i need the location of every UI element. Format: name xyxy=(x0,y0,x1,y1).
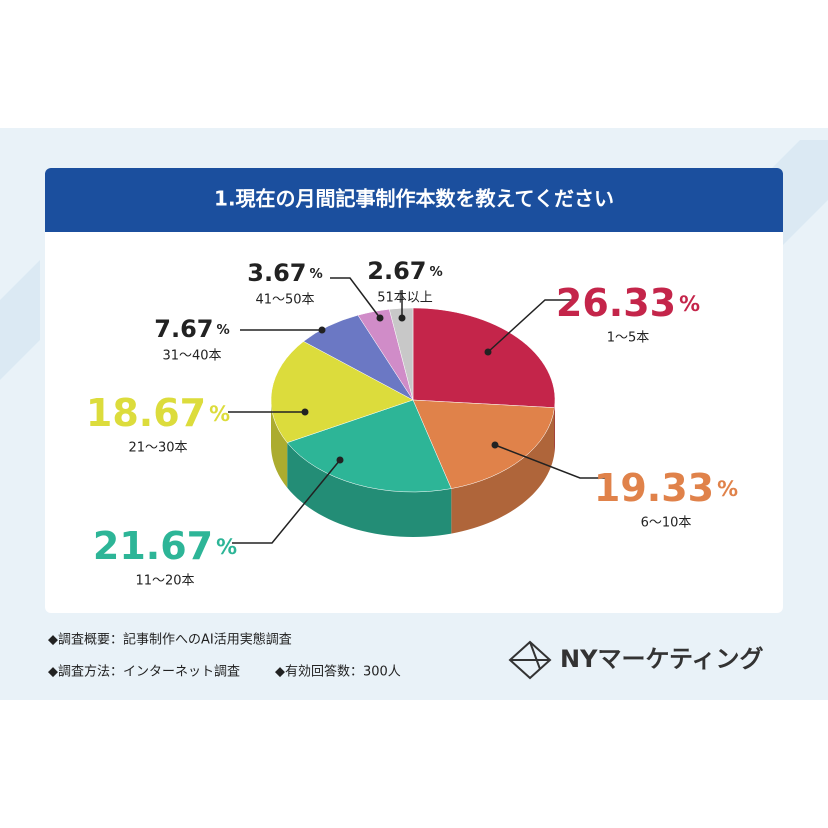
category-label: 21〜30本 xyxy=(128,441,187,456)
value-label: 21.67% xyxy=(93,524,237,568)
leader-dot xyxy=(336,456,344,464)
title-bar xyxy=(45,168,783,232)
chart-title: 1.現在の月間記事制作本数を教えてください xyxy=(214,187,614,211)
logo-text: NYマーケティング xyxy=(560,645,764,673)
footer-text: ◆調査概要：記事制作へのAI活用実態調査 xyxy=(48,632,292,648)
category-label: 51本以上 xyxy=(377,291,433,306)
leader-dot xyxy=(491,441,499,449)
pie-side xyxy=(451,407,555,534)
pie-slice xyxy=(412,307,556,408)
pie-slice xyxy=(388,307,414,401)
category-label: 6〜10本 xyxy=(641,516,692,531)
decoration xyxy=(0,260,40,380)
pie xyxy=(270,307,556,537)
pie-side xyxy=(287,442,452,537)
value-label: 19.33% xyxy=(594,466,738,510)
category-label: 1〜5本 xyxy=(607,331,650,346)
value-label: 2.67% xyxy=(367,257,442,285)
leader-dot xyxy=(376,314,384,322)
pie-slice xyxy=(270,341,414,443)
leader-dot xyxy=(318,326,326,334)
footer-text: ◆調査方法：インターネット調査 xyxy=(48,664,240,680)
value-label: 3.67% xyxy=(247,259,322,287)
value-label: 18.67% xyxy=(86,391,230,435)
category-label: 41〜50本 xyxy=(255,293,314,308)
footer-text: ◆有効回答数：300人 xyxy=(275,664,401,680)
category-label: 31〜40本 xyxy=(162,349,221,364)
pie-slice xyxy=(286,399,452,493)
leader-line xyxy=(487,299,575,353)
logo-icon xyxy=(508,640,552,680)
leader-dot xyxy=(484,348,492,356)
leader-line xyxy=(494,444,606,479)
value-label: 26.33% xyxy=(556,281,700,325)
leader-line xyxy=(232,459,341,544)
leader-line xyxy=(330,277,381,319)
labels: 26.33 % 1〜5本 19.33 % 6〜10本 21.67 % 11〜20本 18.67 % 2… xyxy=(86,257,738,589)
pie-slice xyxy=(412,399,555,489)
leader-dot xyxy=(398,314,406,322)
leader-dot xyxy=(301,408,309,416)
category-label: 11〜20本 xyxy=(135,574,194,589)
value-label: 7.67% xyxy=(154,315,229,343)
